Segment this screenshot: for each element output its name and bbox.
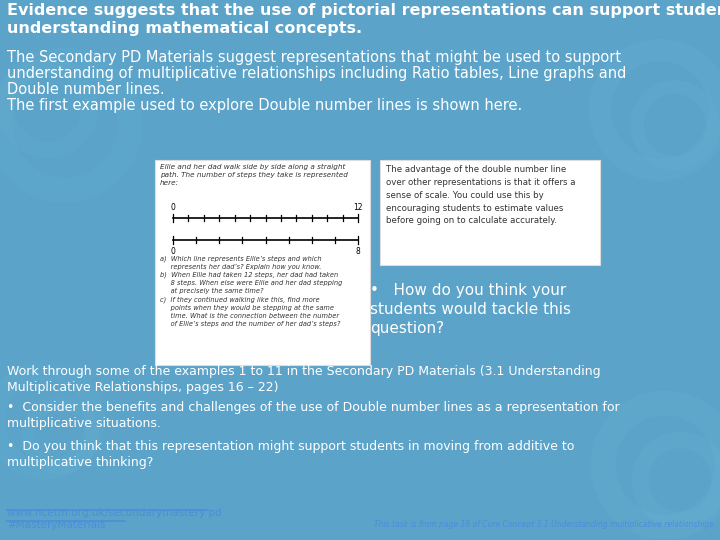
Text: 0: 0 [171,247,176,256]
Text: understanding of multiplicative relationships including Ratio tables, Line graph: understanding of multiplicative relation… [7,66,626,81]
Text: Evidence suggests that the use of pictorial representations can support students: Evidence suggests that the use of pictor… [7,3,720,36]
Text: •  Consider the benefits and challenges of the use of Double number lines as a r: • Consider the benefits and challenges o… [7,401,620,430]
Text: The advantage of the double number line
over other representations is that it of: The advantage of the double number line … [386,165,575,225]
FancyBboxPatch shape [380,160,600,265]
Text: 8: 8 [356,247,361,256]
Text: 12: 12 [354,203,363,212]
FancyBboxPatch shape [155,160,370,365]
Text: The first example used to explore Double number lines is shown here.: The first example used to explore Double… [7,98,522,113]
Text: Work through some of the examples 1 to 11 in the Secondary PD Materials (3.1 Und: Work through some of the examples 1 to 1… [7,365,600,394]
Text: •   How do you think your
students would tackle this
question?: • How do you think your students would t… [370,283,571,336]
Text: www.ncetm.org.uk/secondarymastery pd
#MasteryMaterials: www.ncetm.org.uk/secondarymastery pd #Ma… [7,508,222,530]
Text: Double number lines.: Double number lines. [7,82,165,97]
Text: a)  Which line represents Ellie’s steps and which
     represents her dad’s? Exp: a) Which line represents Ellie’s steps a… [160,255,343,327]
Text: •  Do you think that this representation might support students in moving from a: • Do you think that this representation … [7,440,575,469]
Text: 0: 0 [171,203,176,212]
Text: The Secondary PD Materials suggest representations that might be used to support: The Secondary PD Materials suggest repre… [7,50,621,65]
Text: Ellie and her dad walk side by side along a straight
path. The number of steps t: Ellie and her dad walk side by side alon… [160,164,348,186]
Text: This task is from page 16 of Core Concept 3.1 Understanding multiplicative relat: This task is from page 16 of Core Concep… [374,520,713,529]
